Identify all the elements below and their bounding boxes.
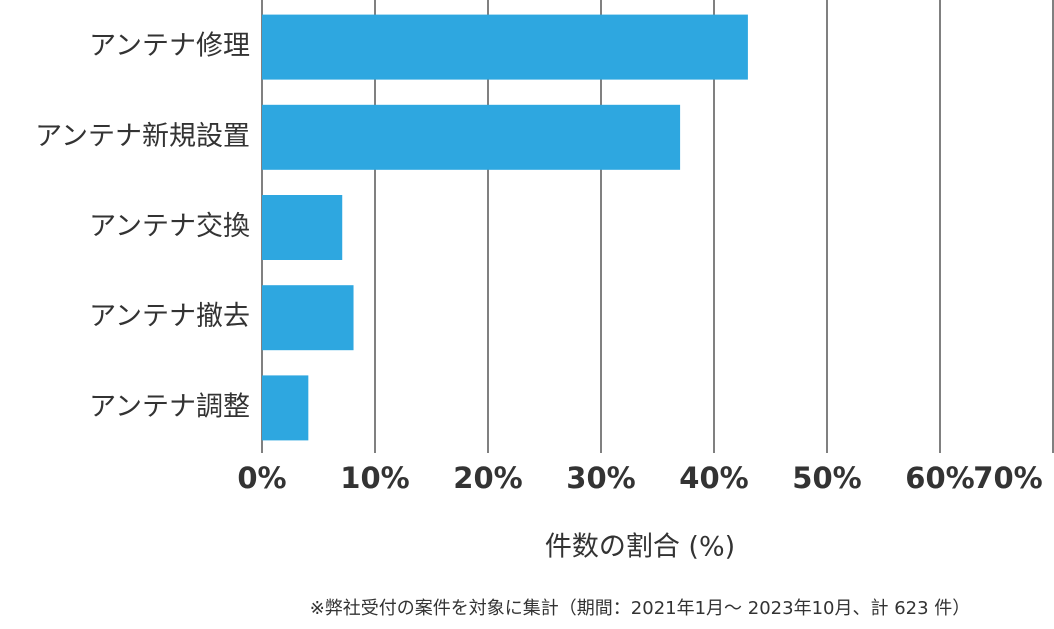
footnote: ※弊社受付の案件を対象に集計（期間：2021年1月～ 2023年10月、計 62… bbox=[310, 598, 971, 619]
bar bbox=[262, 104, 681, 170]
x-tick-label: 50% bbox=[792, 461, 861, 495]
x-tick-label: 60% bbox=[905, 461, 974, 495]
x-axis-label: 件数の割合 (%) bbox=[545, 532, 735, 563]
x-tick-label: 0% bbox=[237, 461, 286, 495]
x-tick-label: 70% bbox=[973, 461, 1042, 495]
x-tick-label: 40% bbox=[679, 461, 748, 495]
bar bbox=[262, 195, 343, 260]
y-tick-label: アンテナ撤去 bbox=[89, 301, 250, 332]
y-tick-label: アンテナ新規設置 bbox=[35, 121, 250, 152]
x-tick-label: 20% bbox=[453, 461, 522, 495]
y-tick-label: アンテナ調整 bbox=[89, 391, 250, 422]
bar bbox=[262, 14, 748, 80]
x-tick-label: 10% bbox=[340, 461, 409, 495]
bar bbox=[262, 375, 309, 441]
y-tick-label: アンテナ修理 bbox=[89, 31, 250, 62]
bar bbox=[262, 285, 354, 351]
x-tick-label: 30% bbox=[566, 461, 635, 495]
y-tick-label: アンテナ交換 bbox=[89, 211, 250, 242]
